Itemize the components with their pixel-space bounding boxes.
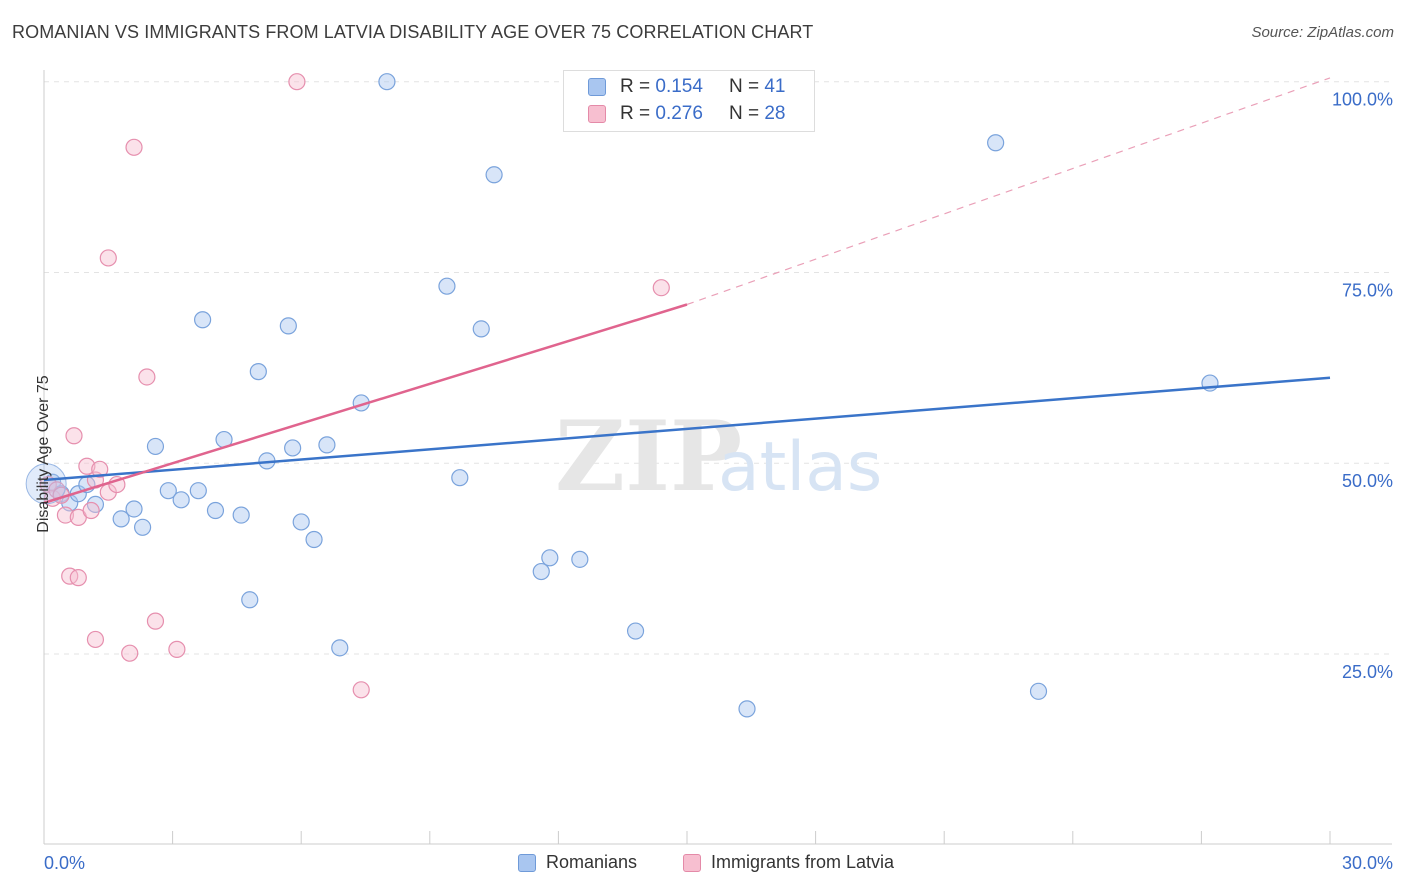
source-label: Source: ZipAtlas.com <box>1251 24 1394 41</box>
watermark-zip: ZIP <box>555 400 742 513</box>
legend-r-label: R = <box>620 103 651 124</box>
data-point-romanians <box>1029 682 1048 700</box>
data-point-latvia <box>125 138 143 156</box>
legend-r-value: 0.276 <box>655 103 703 124</box>
data-point-latvia <box>138 368 156 386</box>
legend-item-latvia[interactable]: Immigrants from Latvia <box>683 852 894 873</box>
trend-line-romanians <box>43 376 1331 482</box>
legend-item-romanians[interactable]: Romanians <box>518 852 637 873</box>
legend-n-value: 28 <box>764 103 786 124</box>
data-point-latvia <box>99 249 117 267</box>
data-point-latvia <box>65 427 83 445</box>
legend-swatch-latvia <box>588 105 606 123</box>
data-point-latvia <box>652 279 670 297</box>
data-point-romanians <box>189 482 207 500</box>
data-point-romanians <box>146 437 165 456</box>
data-point-romanians <box>318 436 336 454</box>
data-point-romanians <box>626 622 645 640</box>
watermark-atlas: atlas <box>718 428 882 507</box>
data-point-latvia <box>61 567 79 585</box>
series-legend: Romanians Immigrants from Latvia <box>0 852 1406 876</box>
legend-r-label: R = <box>620 76 651 97</box>
data-point-romanians <box>25 463 67 505</box>
trend-line-latvia <box>43 303 688 505</box>
data-point-latvia <box>168 640 186 658</box>
data-point-romanians <box>472 320 490 338</box>
legend-row-latvia: R = 0.276 N = 28 <box>588 102 785 126</box>
data-point-romanians <box>738 700 756 718</box>
data-point-latvia <box>69 569 87 587</box>
data-point-latvia <box>56 506 75 524</box>
data-point-romanians <box>485 166 503 184</box>
legend-row-romanians: R = 0.154 N = 41 <box>588 75 785 99</box>
chart-title: ROMANIAN VS IMMIGRANTS FROM LATVIA DISAB… <box>12 22 814 42</box>
data-point-romanians <box>279 317 297 335</box>
data-point-romanians <box>451 469 469 487</box>
data-point-romanians <box>541 549 559 567</box>
y-tick-label: 25.0% <box>1342 662 1393 682</box>
legend-n-value: 41 <box>764 76 786 97</box>
stats-legend: R = 0.154 N = 41 R = 0.276 N = 28 <box>563 70 815 132</box>
data-point-romanians <box>206 501 225 520</box>
data-point-latvia <box>352 681 370 699</box>
data-point-latvia <box>86 630 105 649</box>
data-point-romanians <box>292 513 310 531</box>
data-point-romanians <box>987 134 1005 152</box>
data-point-romanians <box>112 510 130 528</box>
x-tick-label: 0.0% <box>44 853 85 873</box>
y-tick-label: 75.0% <box>1342 280 1393 300</box>
y-tick-label: 50.0% <box>1342 471 1393 491</box>
data-point-latvia <box>91 460 109 478</box>
data-point-latvia <box>121 644 139 662</box>
legend-n-label: N = <box>728 76 760 97</box>
legend-n-label: N = <box>728 103 760 124</box>
data-point-romanians <box>331 639 349 657</box>
legend-swatch-romanians <box>588 78 606 96</box>
data-point-romanians <box>571 550 589 568</box>
data-point-romanians <box>194 311 212 329</box>
data-point-romanians <box>133 518 152 536</box>
data-point-latvia <box>82 501 100 520</box>
data-point-romanians <box>305 530 323 549</box>
data-point-romanians <box>159 482 177 500</box>
legend-r-value: 0.154 <box>655 76 703 97</box>
legend-label-latvia: Immigrants from Latvia <box>711 852 895 872</box>
data-point-romanians <box>241 591 259 609</box>
data-point-romanians <box>284 439 302 457</box>
data-point-latvia <box>146 612 165 630</box>
legend-swatch-romanians <box>518 853 536 872</box>
data-point-romanians <box>249 363 267 381</box>
data-point-romanians <box>532 562 550 581</box>
data-point-romanians <box>232 506 250 524</box>
y-axis-label: Disability Age Over 75 <box>35 375 52 533</box>
data-point-romanians <box>438 277 456 295</box>
data-point-romanians <box>172 491 190 509</box>
legend-swatch-latvia <box>683 853 701 872</box>
data-point-romanians <box>378 73 396 91</box>
data-point-latvia <box>78 457 96 475</box>
y-tick-label: 100.0% <box>1332 90 1393 110</box>
x-tick-label: 30.0% <box>1342 853 1393 873</box>
data-point-romanians <box>125 500 143 518</box>
data-point-latvia <box>288 73 306 91</box>
legend-label-romanians: Romanians <box>546 852 638 872</box>
trend-line-latvia-extension <box>686 77 1331 306</box>
